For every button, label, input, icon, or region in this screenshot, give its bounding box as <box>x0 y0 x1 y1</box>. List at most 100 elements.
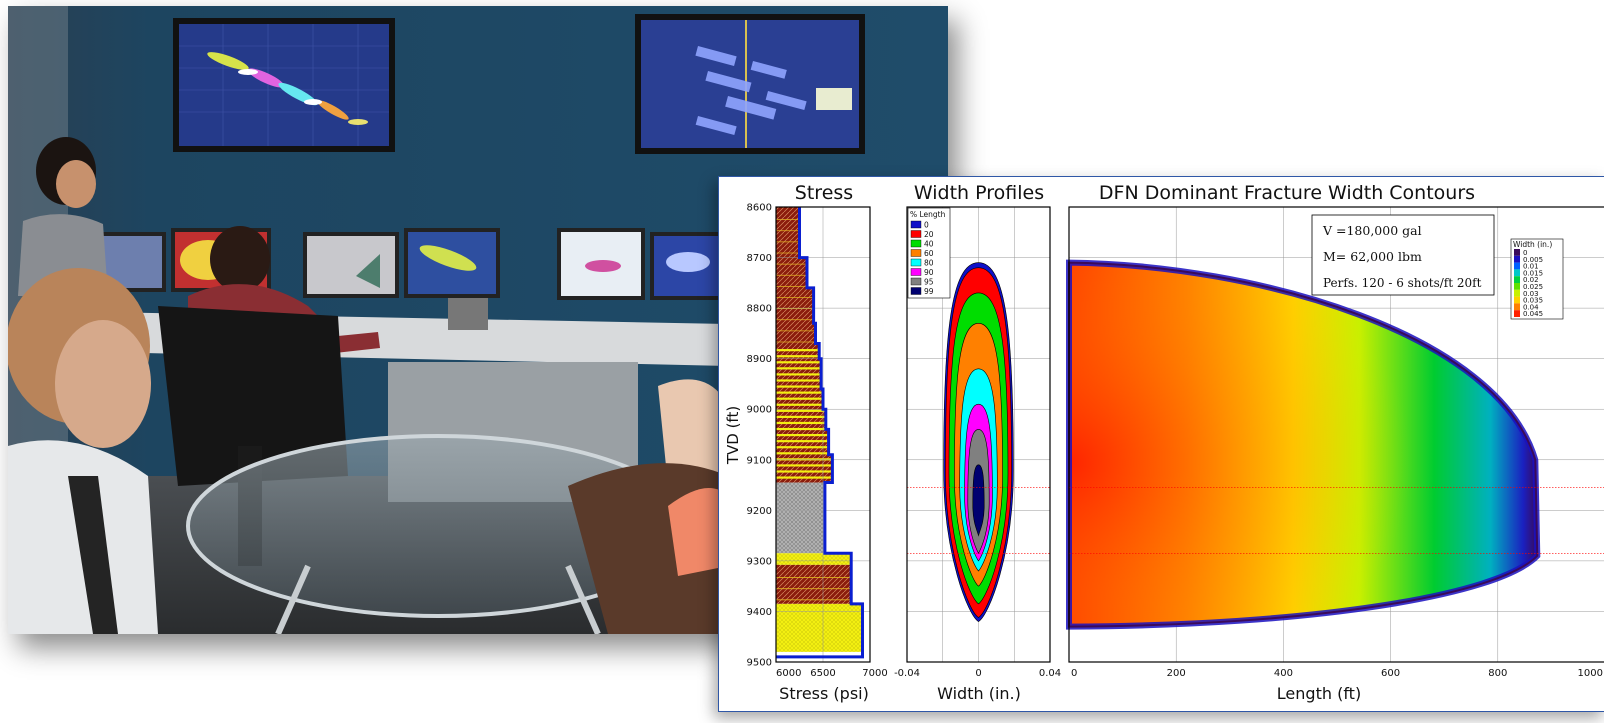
depth-tick-label: 8800 <box>747 304 772 315</box>
sand-stringer <box>776 397 823 400</box>
width-tick-label: -0.04 <box>894 668 920 679</box>
legend-swatch <box>910 220 922 229</box>
sand-stringer <box>776 409 826 412</box>
legend-swatch <box>910 287 922 295</box>
fracture-chart-panel: Stress Width Profiles DFN Dominant Fract… <box>718 176 1604 712</box>
contours-title: DFN Dominant Fracture Width Contours <box>1099 182 1475 204</box>
fracture-width-core <box>1069 262 1538 627</box>
colorbar-label: 0.015 <box>1523 269 1543 277</box>
lithology-sand-5 <box>776 603 863 652</box>
width-tick-label: 0.04 <box>1039 668 1061 679</box>
colorbar-title: Width (in.) <box>1513 240 1552 249</box>
colorbar-label: 0.02 <box>1523 276 1539 284</box>
depth-axis-ticks: 8600 8700 8800 8900 9000 9100 9200 9300 9400 9500 <box>747 203 772 669</box>
length-tick-label: 800 <box>1488 668 1507 679</box>
stress-tick-label: 6000 <box>776 668 801 679</box>
treatment-annotation: V =180,000 gal M= 62,000 lbm Perfs. 120 … <box>1311 214 1495 296</box>
legend-label: 90 <box>924 268 934 277</box>
colorbar-swatch <box>1514 276 1520 283</box>
sand-stringer <box>776 361 822 364</box>
colorbar-label: 0.03 <box>1523 290 1539 298</box>
legend-label: 99 <box>924 287 934 296</box>
legend-swatch <box>910 277 922 286</box>
sand-stringer <box>776 349 820 352</box>
mass-text: M= 62,000 lbm <box>1323 249 1422 264</box>
depth-tick-label: 9000 <box>747 405 772 416</box>
legend-swatch <box>910 230 922 238</box>
colorbar-label: 0 <box>1523 249 1527 257</box>
colorbar-swatch <box>1514 289 1520 297</box>
sand-stringer <box>776 440 829 443</box>
sand-stringer <box>776 433 829 437</box>
desk-monitors <box>98 228 730 300</box>
colorbar-swatch <box>1514 262 1520 270</box>
fracture-edge-purple <box>1068 261 1539 628</box>
legend-swatch <box>910 258 922 267</box>
stress-plot: 8600 8700 8800 8900 9000 9100 9200 9300 9400 9500… <box>724 203 888 704</box>
sand-stringer <box>776 403 823 406</box>
width-axis-ticks: -0.04 0 0.04 <box>894 668 1061 679</box>
sand-stringer <box>776 427 826 431</box>
depth-tick-label: 8600 <box>747 203 772 214</box>
depth-tick-label: 9500 <box>747 658 772 669</box>
wall-display-left <box>173 18 395 152</box>
depth-tick-label: 8700 <box>747 253 772 264</box>
length-tick-label: 400 <box>1274 668 1293 679</box>
colorbar-swatch <box>1514 255 1520 263</box>
stress-tick-label: 7000 <box>862 668 887 679</box>
stress-axis-ticks: 6000 6500 7000 <box>776 668 888 679</box>
stress-profile-line <box>776 207 864 659</box>
colorbar-label: 0.01 <box>1523 263 1539 271</box>
legend-label: 0 <box>924 221 929 230</box>
width-profiles-title: Width Profiles <box>914 182 1044 204</box>
seated-people-right <box>568 379 728 634</box>
colorbar-swatch <box>1514 249 1520 256</box>
length-tick-label: 200 <box>1167 668 1186 679</box>
colorbar-swatch <box>1514 296 1520 304</box>
length-tick-label: 1000 <box>1578 668 1603 679</box>
colorbar-label: 0.035 <box>1523 297 1543 305</box>
sand-stringer <box>776 379 822 382</box>
sand-stringer <box>776 373 822 376</box>
lithology-interbedded-1 <box>776 346 833 483</box>
depth-tick-label: 9200 <box>747 506 772 517</box>
length-tick-label: 0 <box>1071 668 1077 679</box>
legend-label: 95 <box>924 278 934 287</box>
depth-tick-label: 9400 <box>747 607 772 618</box>
legend-label: 80 <box>924 259 934 268</box>
foreground-man <box>8 268 158 634</box>
perfs-text: Perfs. 120 - 6 shots/ft 20ft <box>1323 276 1482 290</box>
lithology-column <box>776 207 863 652</box>
legend-swatch <box>910 239 922 248</box>
sand-stringer <box>776 391 823 394</box>
colorbar-label: 0.045 <box>1523 310 1543 318</box>
width-axis-label: Width (in.) <box>937 684 1021 703</box>
sand-stringer <box>776 421 826 425</box>
wall-display-right <box>635 14 865 154</box>
width-profile-shapes <box>943 262 1014 622</box>
stress-frame <box>775 206 871 663</box>
sand-stringer <box>776 464 833 467</box>
sand-stringer <box>776 415 826 418</box>
colorbar-swatch <box>1514 283 1520 290</box>
sand-stringer <box>776 470 833 473</box>
sand-stringer <box>776 355 820 358</box>
colorbar-label: 0.005 <box>1523 256 1543 264</box>
glass-table <box>186 434 690 634</box>
legend-swatch <box>910 249 922 257</box>
colorbar-label: 0.025 <box>1523 283 1543 291</box>
depth-tick-label: 9300 <box>747 556 772 567</box>
width-profile-99 <box>972 464 985 537</box>
legend-swatch <box>910 268 922 276</box>
length-axis-label: Length (ft) <box>1277 684 1361 703</box>
colorbar-swatch <box>1514 310 1520 317</box>
legend-label: 20 <box>924 230 934 239</box>
lithology-sand-3 <box>776 553 852 565</box>
width-contour-plot: V =180,000 gal M= 62,000 lbm Perfs. 120 … <box>1066 206 1604 703</box>
stress-title: Stress <box>795 182 853 204</box>
length-axis-ticks: 0 200 400 600 800 1000 <box>1071 668 1603 679</box>
colorbar-label: 0.04 <box>1523 303 1539 311</box>
contour-frame <box>1068 206 1604 663</box>
colorbar-swatch <box>1514 269 1520 277</box>
width-colorbar: Width (in.) 00.0050.010.0150.020.0250.03… <box>1510 238 1564 320</box>
